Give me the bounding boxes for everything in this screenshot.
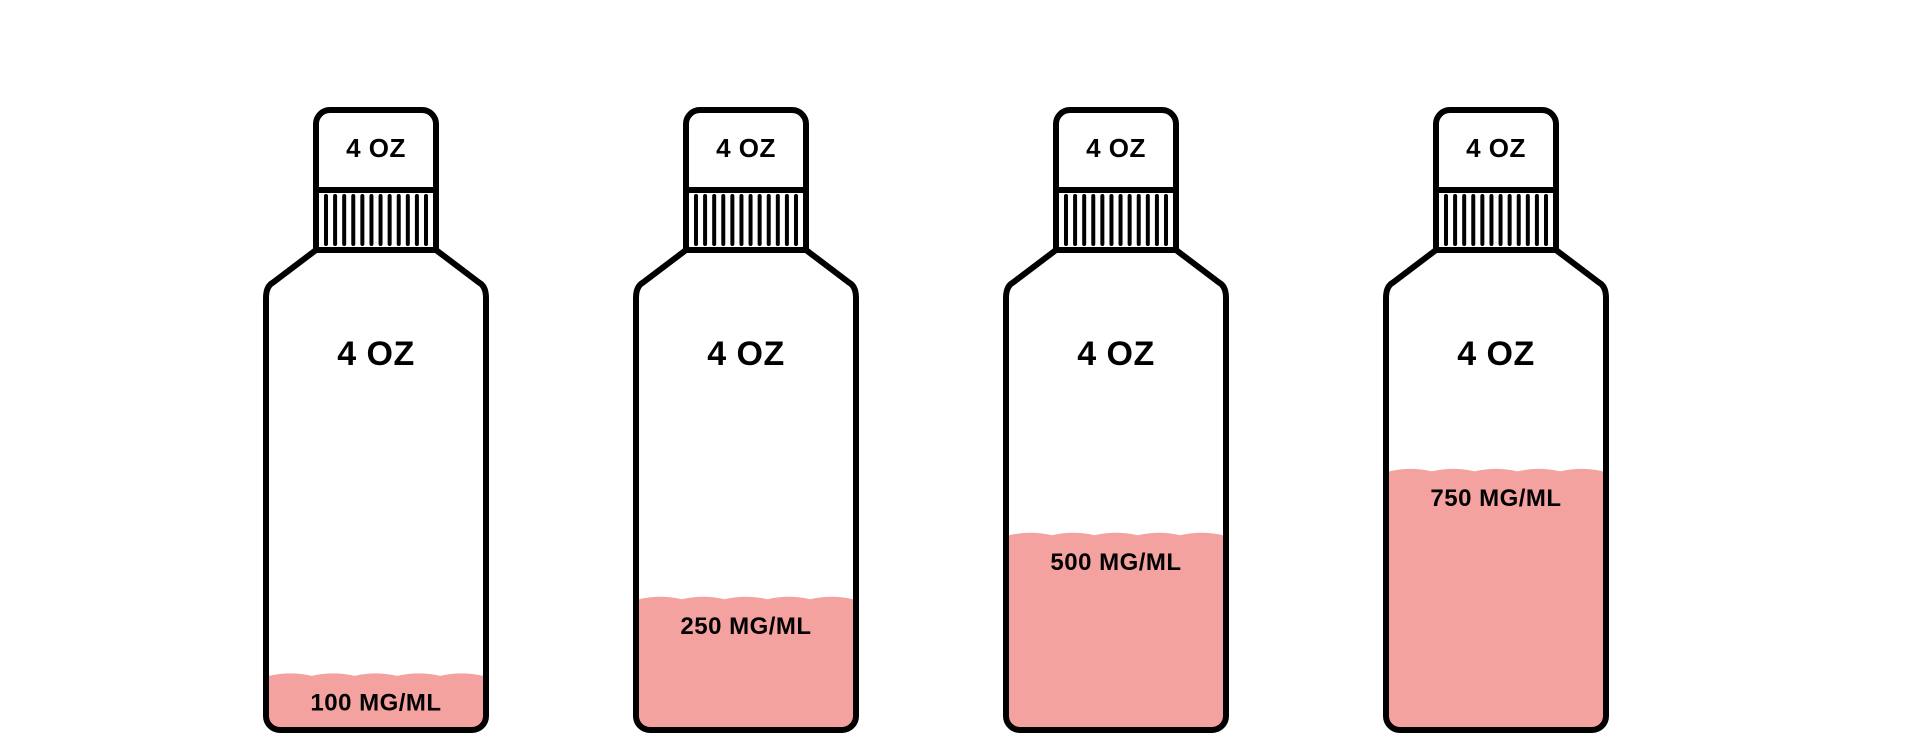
concentration-label: 250 MG/ML [680, 613, 811, 640]
bottle-b: 4 OZ 4 OZ 250 MG/ML [630, 104, 862, 736]
bottle-d: 4 OZ 4 OZ 750 MG/ML [1380, 104, 1612, 736]
concentration-label: 500 MG/ML [1050, 549, 1181, 576]
body-size-label: 4 OZ [1457, 335, 1535, 373]
bottle-a: 4 OZ 4 OZ 100 MG/ML [260, 104, 492, 736]
bottle-body-outline [266, 250, 486, 730]
cap-size-label: 4 OZ [716, 133, 776, 163]
body-size-label: 4 OZ [707, 335, 785, 373]
concentration-label: 100 MG/ML [310, 690, 441, 717]
body-size-label: 4 OZ [337, 335, 415, 373]
cap-size-label: 4 OZ [1086, 133, 1146, 163]
bottle-c: 4 OZ 4 OZ 500 MG/ML [1000, 104, 1232, 736]
cap-size-label: 4 OZ [346, 133, 406, 163]
diagram-stage: 4 OZ 4 OZ 100 MG/ML 4 OZ 4 OZ 250 MG/ML [0, 0, 1920, 750]
cap-size-label: 4 OZ [1466, 133, 1526, 163]
concentration-label: 750 MG/ML [1430, 485, 1561, 512]
body-size-label: 4 OZ [1077, 335, 1155, 373]
